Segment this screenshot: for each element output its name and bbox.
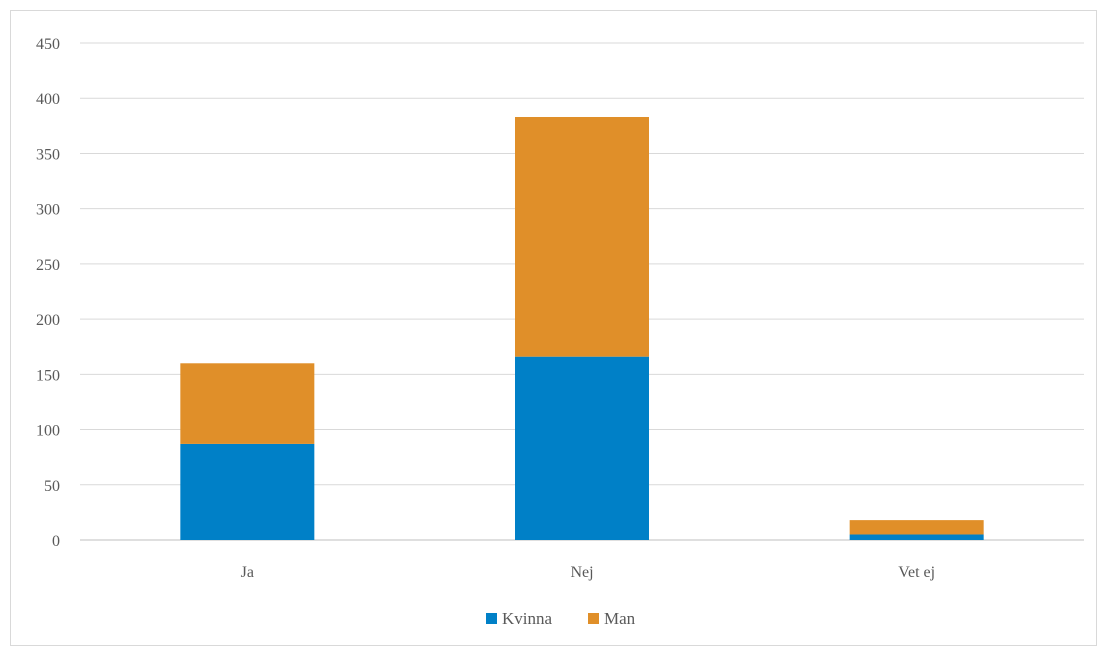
- x-tick-label: Ja: [241, 564, 254, 581]
- y-tick-label: 300: [36, 202, 60, 219]
- y-tick-label: 50: [44, 478, 60, 495]
- legend-label-kvinna: Kvinna: [502, 609, 553, 628]
- y-tick-label: 250: [36, 257, 60, 274]
- y-tick-label: 0: [52, 533, 60, 550]
- bar-kvinna-ja: [180, 443, 315, 540]
- y-axis-tick-labels: 0 50 100 150 200 250 300 350 400 450: [36, 36, 60, 550]
- y-tick-label: 350: [36, 146, 60, 163]
- bar-kvinna-nej: [515, 356, 649, 540]
- x-axis-tick-labels: Ja Nej Vet ej: [241, 564, 935, 581]
- y-tick-label: 450: [36, 36, 60, 53]
- bar-man-nej: [515, 116, 649, 357]
- bars: [180, 116, 984, 540]
- bar-man-vet-ej: [849, 520, 984, 535]
- legend-swatch-man: [588, 613, 599, 624]
- y-tick-label: 400: [36, 91, 60, 108]
- y-tick-label: 150: [36, 367, 60, 384]
- x-tick-label: Vet ej: [898, 564, 935, 581]
- bar-man-ja: [180, 363, 315, 444]
- legend-label-man: Man: [604, 609, 636, 628]
- legend: Kvinna Man: [486, 609, 636, 628]
- y-tick-label: 200: [36, 312, 60, 329]
- bar-kvinna-vet-ej: [849, 534, 984, 540]
- y-tick-label: 100: [36, 423, 60, 440]
- legend-swatch-kvinna: [486, 613, 497, 624]
- x-tick-label: Nej: [570, 564, 593, 581]
